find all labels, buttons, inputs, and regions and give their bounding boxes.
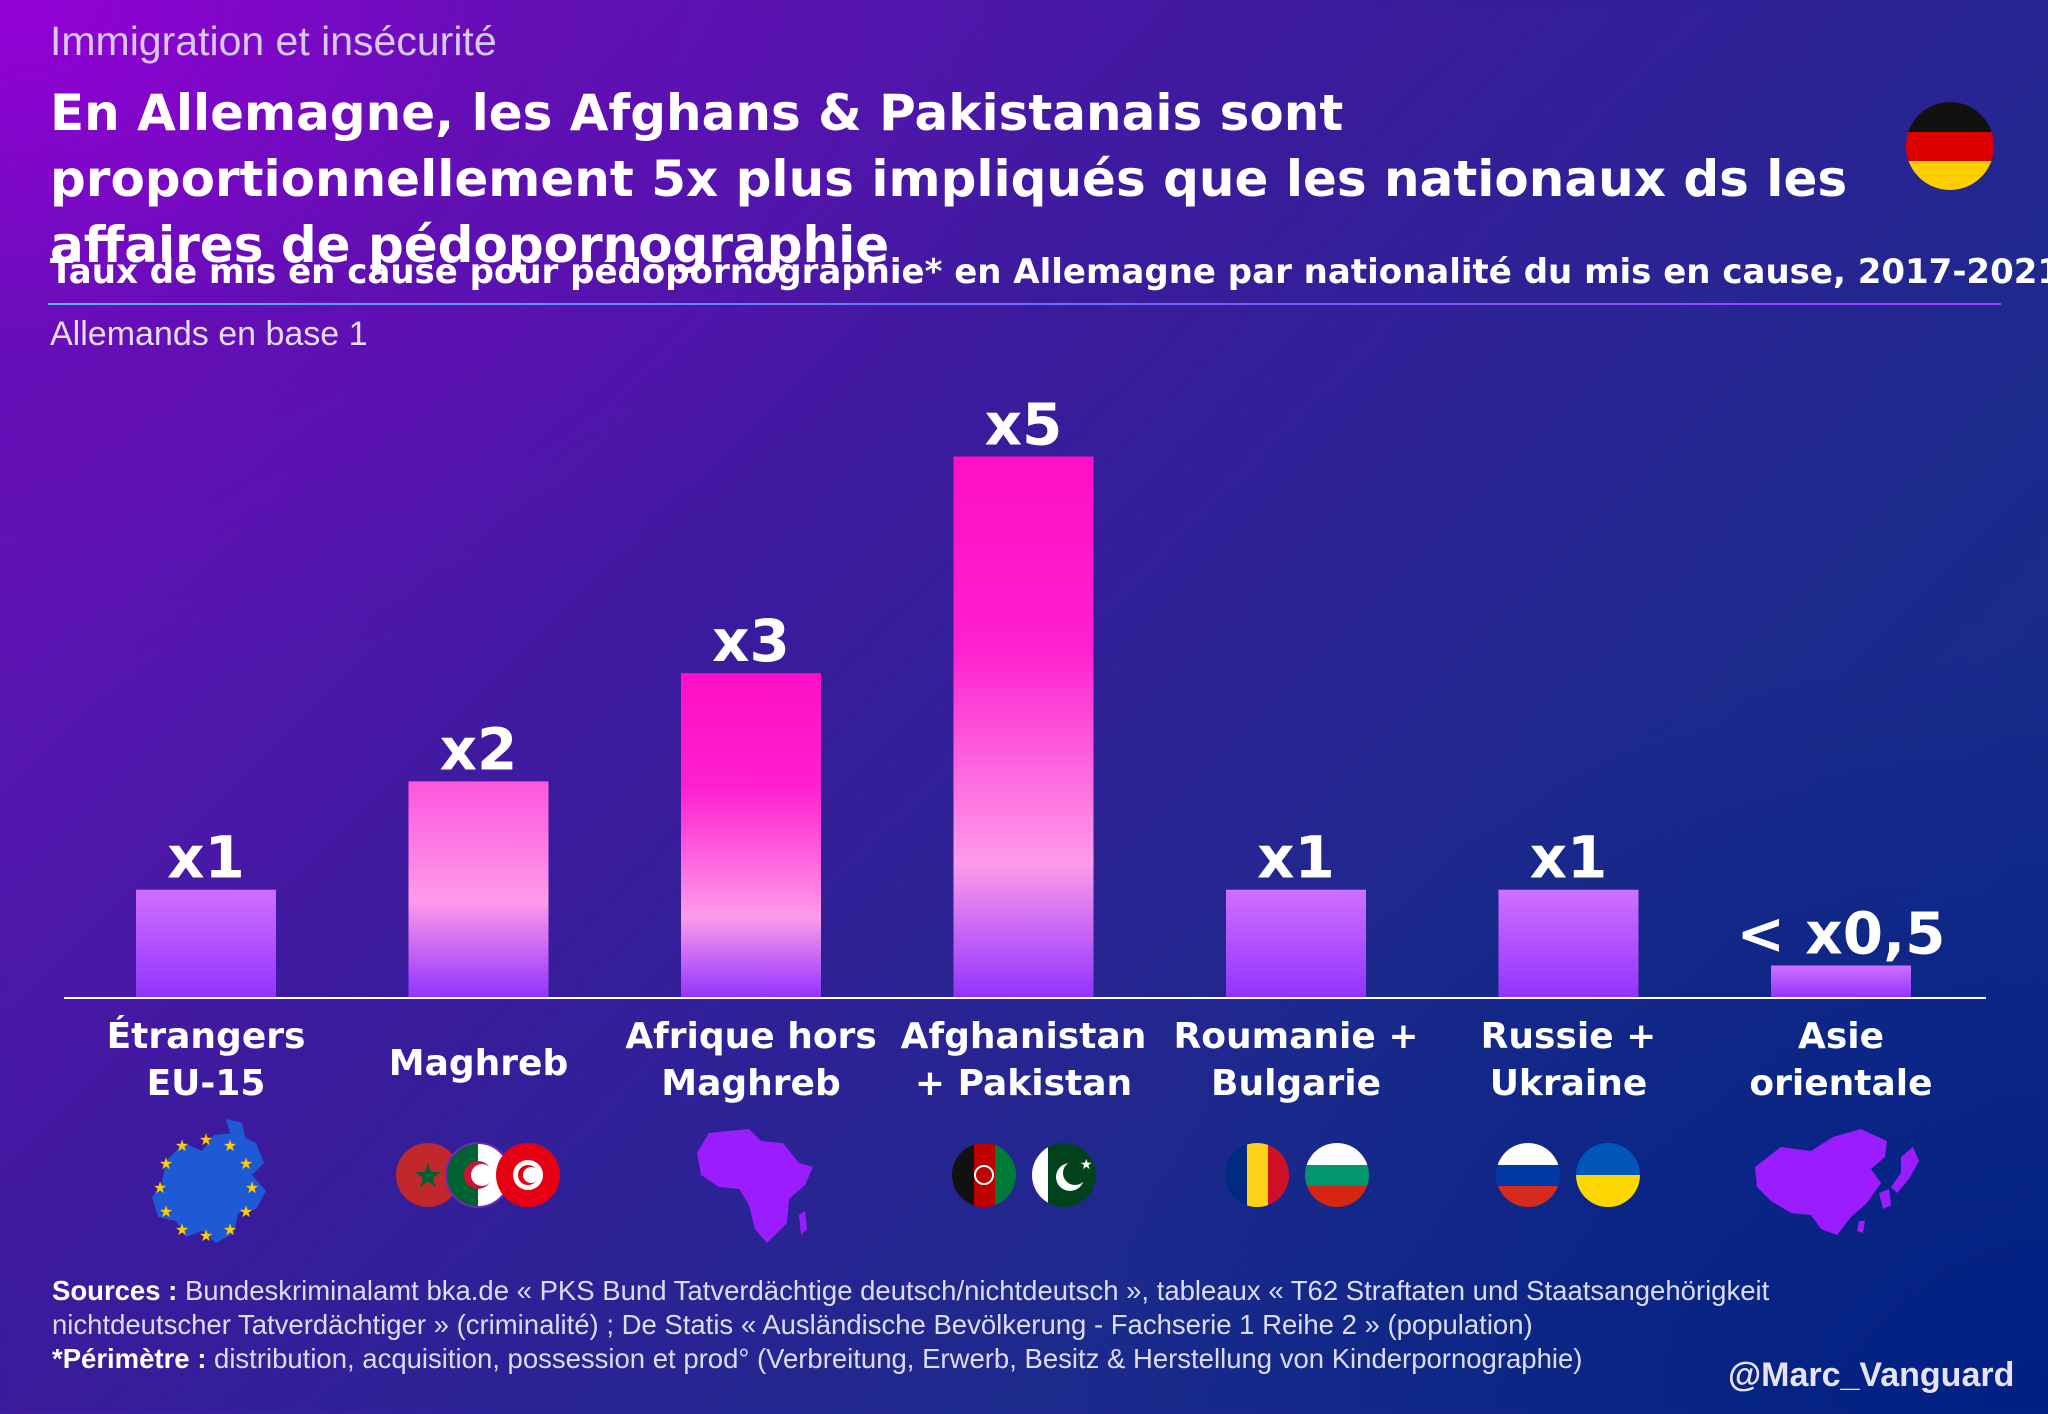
sources-label: Sources : — [52, 1275, 178, 1306]
bar-value-label: x3 — [712, 607, 790, 675]
bar — [953, 456, 1094, 998]
svg-text:★: ★ — [175, 1220, 189, 1239]
east-asia-map-icon — [1741, 1125, 1941, 1235]
category-label: Afrique hors — [625, 1016, 877, 1057]
bar-value-label: x1 — [1530, 824, 1608, 892]
svg-text:★: ★ — [199, 1130, 213, 1149]
roubg-flags — [1195, 1125, 1395, 1235]
svg-text:★: ★ — [175, 1136, 189, 1155]
bar-value-label: x1 — [167, 824, 245, 892]
svg-text:★: ★ — [413, 1156, 443, 1196]
bar — [1226, 889, 1366, 998]
chart-subtitle: Allemands en base 1 — [50, 315, 368, 353]
afpak-flags: ★ — [922, 1125, 1122, 1235]
maghreb-flags: ★ — [386, 1125, 586, 1235]
category-label: orientale — [1749, 1063, 1932, 1104]
category-label: Asie — [1798, 1016, 1884, 1057]
bar — [1771, 965, 1911, 998]
svg-text:★: ★ — [1080, 1157, 1093, 1173]
author-handle: @Marc_Vanguard — [1728, 1356, 2015, 1394]
category-label: Afghanistan — [901, 1016, 1147, 1057]
morocco-flag-icon: ★ — [396, 1143, 460, 1207]
bar — [136, 889, 276, 998]
afghanistan-flag-icon — [952, 1143, 1016, 1207]
category-label: Ukraine — [1490, 1063, 1648, 1104]
svg-text:★: ★ — [245, 1178, 259, 1197]
bar — [681, 673, 821, 998]
germany-flag-icon — [1906, 102, 1994, 190]
perimeter-label: *Périmètre : — [52, 1343, 207, 1374]
headline: En Allemagne, les Afghans & Pakistanais … — [50, 84, 1848, 274]
bar-value-label: x1 — [1257, 824, 1335, 892]
title-divider — [48, 303, 2001, 305]
bar — [408, 781, 549, 998]
ruua-flags — [1466, 1125, 1666, 1235]
bar-value-label: < x0,5 — [1737, 900, 1946, 968]
svg-text:★: ★ — [199, 1226, 213, 1245]
bar-value-label: x2 — [440, 715, 518, 783]
bar-chart: x1 x2 x3 x5 x1 x1 < x0,5 Étrangers EU-15 Maghreb… — [64, 391, 1986, 1104]
russia-flag-icon — [1496, 1143, 1560, 1207]
category-label: Russie + — [1481, 1016, 1657, 1057]
category-label: Maghreb — [661, 1063, 840, 1104]
svg-text:★: ★ — [159, 1154, 173, 1173]
romania-flag-icon — [1225, 1143, 1289, 1207]
category-label: Maghreb — [389, 1043, 568, 1084]
eu-map-icon: ★ ★ ★ ★ ★ ★ ★ ★ ★ ★ ★ ★ — [106, 1119, 306, 1245]
category-label: Bulgarie — [1211, 1063, 1381, 1104]
bulgaria-flag-icon — [1305, 1143, 1369, 1207]
chart-title: Taux de mis en cause pour pédopornograph… — [50, 252, 2048, 292]
svg-text:★: ★ — [153, 1178, 167, 1197]
pakistan-flag-icon: ★ — [1032, 1143, 1096, 1207]
sources-text: Bundeskriminalamt bka.de « PKS Bund Tatv… — [52, 1275, 1770, 1340]
bar — [1498, 889, 1639, 998]
svg-text:★: ★ — [239, 1154, 253, 1173]
svg-text:★: ★ — [239, 1202, 253, 1221]
perimeter-text: distribution, acquisition, possession et… — [206, 1343, 1583, 1374]
sources-note: Sources : Bundeskriminalamt bka.de « PKS… — [52, 1274, 1952, 1376]
category-label: Étrangers — [107, 1015, 306, 1057]
category-label: Roumanie + — [1174, 1016, 1419, 1057]
africa-map-icon — [649, 1125, 849, 1243]
bar-value-label: x5 — [985, 391, 1063, 459]
svg-text:★: ★ — [223, 1136, 237, 1155]
kicker-text: Immigration et insécurité — [50, 18, 497, 64]
ukraine-flag-icon — [1576, 1143, 1640, 1207]
svg-text:★: ★ — [223, 1220, 237, 1239]
svg-text:★: ★ — [159, 1202, 173, 1221]
category-label: EU-15 — [147, 1063, 266, 1104]
category-label: + Pakistan — [915, 1063, 1132, 1104]
tunisia-flag-icon — [496, 1143, 560, 1207]
